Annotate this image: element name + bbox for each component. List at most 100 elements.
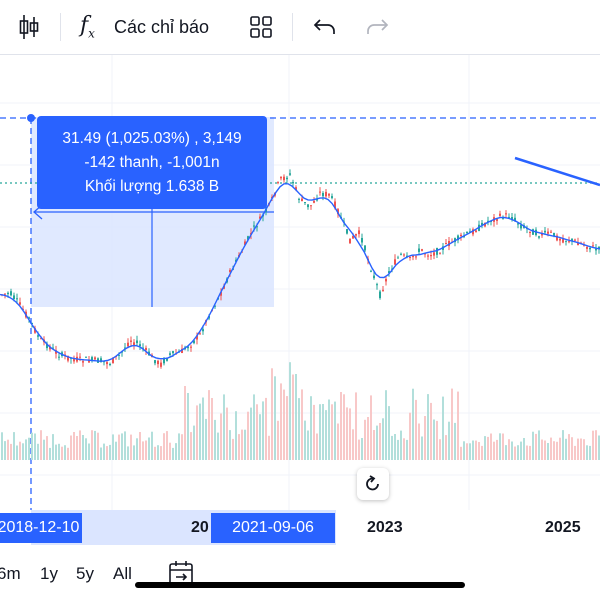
volume-bar [13,432,15,460]
volume-bar [379,423,381,460]
undo-icon[interactable] [310,12,340,42]
volume-bar [112,434,114,460]
candle-body [181,348,183,353]
candle-body [28,317,30,319]
volume-bar [397,439,399,460]
candle-body [19,302,21,305]
volume-bar [550,437,552,460]
volume-bar [25,439,27,460]
candle-body [592,245,594,247]
candle-body [424,253,426,255]
candle-body [472,229,474,235]
calendar-goto-icon[interactable] [168,560,196,591]
volume-bar [394,434,396,460]
measure-tooltip: 31.49 (1,025.03%) , 3,149 -142 thanh, -1… [37,116,267,209]
candle-body [7,292,9,295]
candle-body [505,213,507,215]
candle-body [328,193,330,196]
candle-body [4,293,6,295]
toolbar-divider [292,13,293,41]
volume-bar [490,433,492,460]
candle-body [475,230,477,232]
candle-body [124,347,126,349]
volume-bar [256,404,258,460]
volume-bar [100,447,102,460]
templates-grid-icon[interactable] [246,12,276,42]
volume-bar [352,429,354,460]
redo-icon[interactable] [362,12,392,42]
volume-bar [355,392,357,460]
candle-body [193,340,195,344]
candle-body [484,223,486,227]
range-all[interactable]: All [113,564,132,583]
time-axis: 2018-12-10 20 2021-09-06 2023 2025 [0,510,600,545]
candle-body [196,335,198,340]
volume-bar [373,430,375,460]
volume-bar [313,404,315,460]
volume-bar [376,425,378,460]
candle-body [52,347,54,349]
candle-body [532,229,534,235]
volume-bar [316,433,318,460]
price-chart[interactable]: 31.49 (1,025.03%) , 3,149 -142 thanh, -1… [0,55,600,510]
volume-bar [139,432,141,460]
volume-bar [517,445,519,460]
volume-bar [307,430,309,460]
candle-body [220,291,222,296]
volume-bar [262,401,264,460]
candle-body [355,234,357,236]
candle-body [385,278,387,282]
volume-bar [31,432,33,460]
range-5y[interactable]: 5y [76,564,94,583]
candle-body [286,177,288,180]
candle-body [553,232,555,237]
volume-bar [595,430,597,460]
volume-bar [298,398,300,460]
volume-bar [526,445,528,460]
volume-bar [28,437,30,460]
candle-body [568,241,570,243]
candle-body [577,242,579,246]
volume-bar [310,396,312,460]
year-label-2025: 2025 [545,519,581,536]
candle-body [550,231,552,233]
volume-bar [493,441,495,460]
candlestick-icon[interactable] [14,12,44,42]
volume-bar [268,435,270,460]
volume-bar [202,397,204,460]
candle-body [556,235,558,241]
volume-bar [169,442,171,460]
range-1y[interactable]: 1y [40,564,58,583]
volume-bar [94,430,96,460]
volume-bar [286,396,288,460]
volume-bar [70,435,72,460]
volume-bar [52,434,54,460]
volume-bar [193,425,195,460]
candle-body [136,340,138,344]
reset-chart-button[interactable] [357,468,389,500]
volume-bar [274,376,276,460]
candle-body [139,344,141,346]
chart-toolbar: fx Các chỉ báo [0,0,600,55]
candle-body [34,328,36,333]
volume-bar [358,439,360,460]
candle-body [544,230,546,233]
volume-bar [214,419,216,460]
volume-bar [196,405,198,460]
volume-bar [481,445,483,460]
candle-body [487,220,489,222]
volume-bar [457,391,459,460]
candle-body [58,356,60,358]
volume-bar [295,374,297,460]
candle-body [109,364,111,365]
volume-bar [217,432,219,460]
volume-bar [16,445,18,460]
candle-body [520,224,522,229]
volume-bar [223,394,225,460]
range-6m[interactable]: 6m [0,564,21,583]
volume-bar [556,441,558,460]
candle-body [202,329,204,332]
indicators-button[interactable]: fx Các chỉ báo [80,10,230,44]
candle-body [199,333,201,335]
volume-bar [343,394,345,460]
